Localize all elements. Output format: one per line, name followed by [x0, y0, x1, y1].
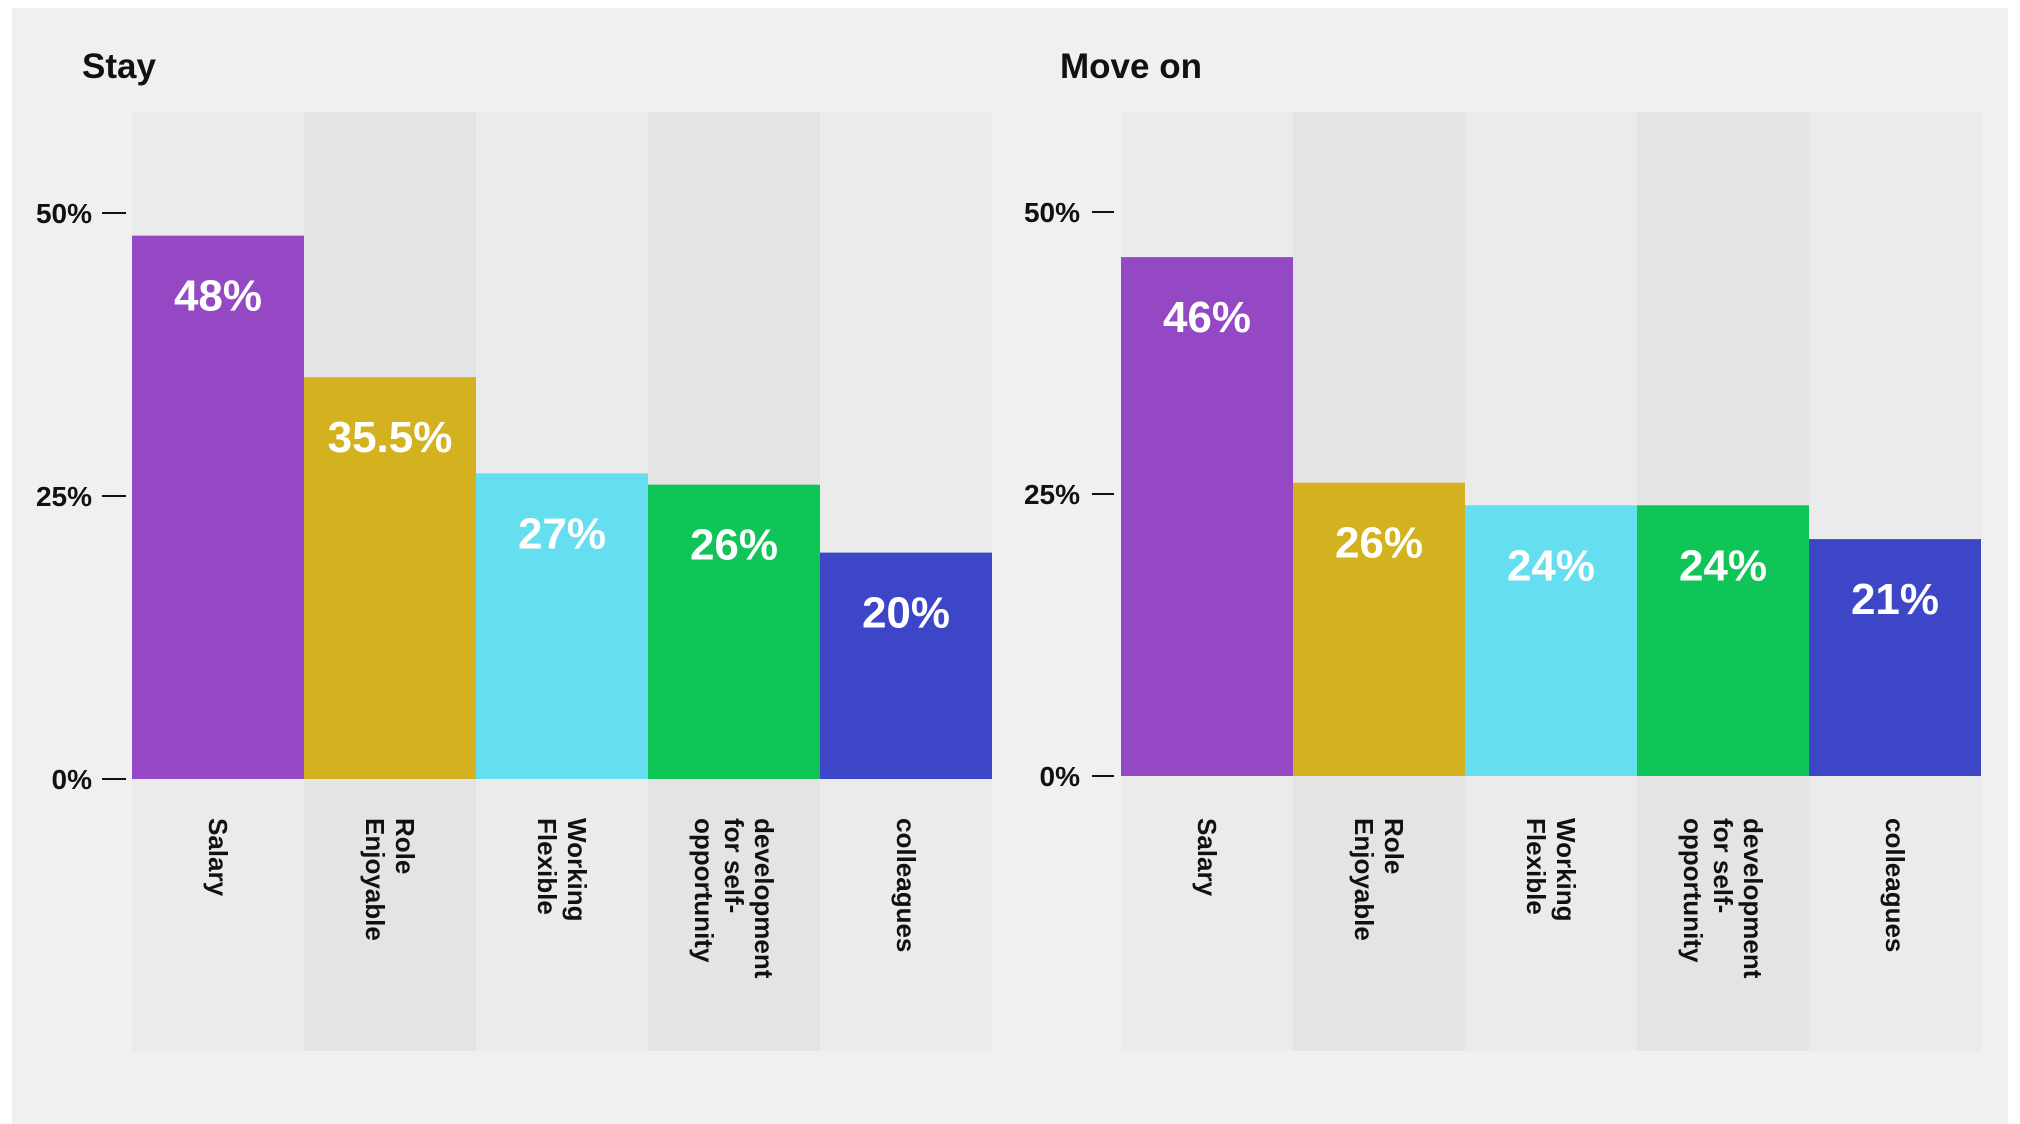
chart-panel-2: Move on 0% 25% 50% 46% 26% 24% 24% 21% Salary Enjo…	[1024, 47, 1981, 1051]
bar	[648, 484, 820, 779]
y-tick-label: 25%	[36, 481, 92, 512]
bar	[132, 235, 304, 779]
category-label: EnjoyableRole	[360, 818, 420, 941]
bar	[304, 377, 476, 779]
bar-value-label: 46%	[1163, 293, 1251, 342]
bar-value-label: 21%	[1851, 575, 1939, 624]
y-tick-label: 0%	[52, 764, 93, 795]
category-label: colleagues	[1880, 818, 1910, 952]
chart-title: Move on	[1060, 47, 1202, 86]
bar	[1465, 505, 1637, 776]
category-label: opportunityfor self-development	[689, 818, 779, 979]
bar-value-label: 26%	[690, 521, 778, 570]
bar	[1637, 505, 1809, 776]
bar	[476, 473, 648, 779]
y-tick-label: 0%	[1040, 761, 1081, 792]
y-tick-label: 50%	[36, 198, 92, 229]
chart-panel-1: Stay 0% 25% 50% 48% 35.5% 27% 26% 20% Salary Enjoy…	[36, 47, 992, 1051]
chart-title: Stay	[82, 47, 156, 86]
bar	[1121, 257, 1293, 776]
bar-value-label: 24%	[1679, 541, 1767, 590]
category-label: EnjoyableRole	[1349, 818, 1409, 941]
bar	[1809, 539, 1981, 776]
category-label: colleagues	[891, 818, 921, 952]
bar-value-label: 26%	[1335, 519, 1423, 568]
bar	[820, 552, 992, 779]
bar-value-label: 35.5%	[328, 413, 453, 462]
category-label: FlexibleWorking	[1521, 818, 1581, 922]
y-tick-label: 50%	[1024, 197, 1080, 228]
bar	[1293, 482, 1465, 776]
bar-value-label: 27%	[518, 509, 606, 558]
category-label: opportunityfor self-development	[1678, 818, 1768, 979]
y-tick-label: 25%	[1024, 479, 1080, 510]
category-label: FlexibleWorking	[532, 818, 592, 922]
bar-value-label: 48%	[174, 272, 262, 321]
category-label: Salary	[1192, 818, 1222, 897]
bar-value-label: 24%	[1507, 541, 1595, 590]
bar-value-label: 20%	[862, 589, 950, 638]
category-label: Salary	[203, 818, 233, 897]
